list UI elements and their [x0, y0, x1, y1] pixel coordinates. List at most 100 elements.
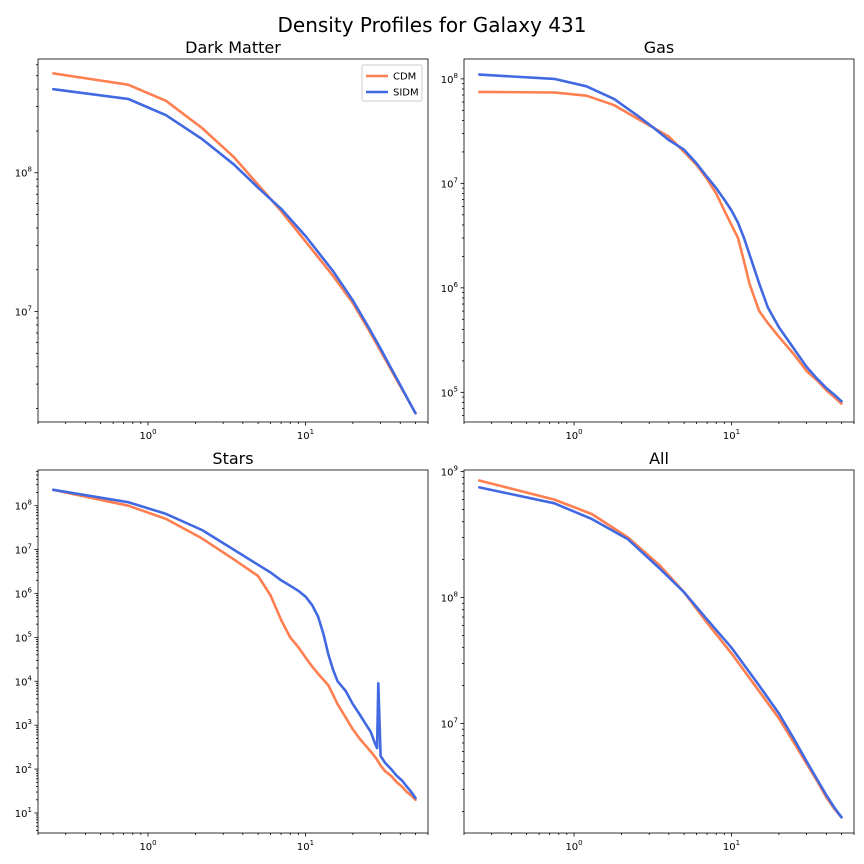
tick-exponent: 4: [28, 674, 33, 682]
y-tick-label: 107: [441, 176, 458, 190]
tick-base: 10: [441, 468, 454, 479]
axes-frame: [37, 469, 429, 834]
series-group-dark-matter: [51, 72, 417, 415]
tick-base: 10: [15, 809, 28, 820]
y-tick-label: 101: [15, 806, 32, 820]
tick-exponent: 7: [454, 716, 458, 724]
tick-base: 10: [723, 431, 736, 442]
tick-base: 10: [297, 842, 310, 853]
y-tick-label: 106: [441, 281, 459, 295]
tick-base: 10: [441, 179, 454, 190]
series-line-sidm: [51, 488, 417, 800]
tick-exponent: 1: [736, 428, 740, 436]
y-tick-label: 108: [15, 166, 32, 180]
tick-base: 10: [15, 308, 28, 319]
tick-base: 10: [15, 169, 28, 180]
x-tick-label: 100: [139, 839, 156, 853]
axes-frame: [463, 58, 855, 423]
tick-base: 10: [15, 765, 28, 776]
tick-base: 10: [565, 842, 578, 853]
x-tick-label: 101: [297, 428, 314, 442]
tick-exponent: 6: [28, 586, 33, 594]
tick-exponent: 7: [454, 176, 458, 184]
tick-exponent: 6: [454, 281, 459, 289]
tick-exponent: 7: [28, 543, 32, 551]
tick-base: 10: [15, 502, 28, 513]
tick-exponent: 8: [454, 72, 458, 80]
y-tick-label: 108: [15, 499, 32, 513]
y-tick-label: 107: [441, 716, 458, 730]
axes-frame: [37, 58, 429, 423]
tick-exponent: 0: [152, 428, 156, 436]
y-tick-label: 105: [441, 385, 458, 399]
tick-base: 10: [139, 431, 152, 442]
tick-base: 10: [441, 75, 454, 86]
tick-exponent: 1: [736, 839, 740, 847]
tick-exponent: 9: [454, 465, 458, 473]
tick-exponent: 0: [152, 839, 156, 847]
subplot-title-all: All: [649, 449, 669, 468]
tick-exponent: 8: [28, 499, 32, 507]
tick-base: 10: [15, 546, 28, 557]
figure-title: Density Profiles for Galaxy 431: [278, 13, 587, 37]
tick-exponent: 8: [28, 166, 32, 174]
axes-frame: [463, 469, 855, 834]
tick-exponent: 3: [28, 718, 32, 726]
tick-base: 10: [15, 721, 28, 732]
series-line-cdm: [51, 488, 417, 802]
x-tick-label: 100: [565, 428, 582, 442]
y-tick-label: 104: [15, 674, 33, 688]
series-group-stars: [51, 488, 417, 802]
y-tick-label: 108: [441, 72, 458, 86]
tick-exponent: 5: [454, 385, 458, 393]
legend: CDM SIDM: [361, 64, 423, 102]
tick-exponent: 0: [578, 839, 582, 847]
series-line-cdm: [477, 90, 843, 405]
x-tick-label: 100: [139, 428, 156, 442]
x-tick-label: 101: [723, 428, 740, 442]
legend-label-sidm: SIDM: [393, 88, 419, 99]
tick-base: 10: [297, 431, 310, 442]
tick-exponent: 1: [310, 428, 314, 436]
x-tick-label: 101: [297, 839, 314, 853]
y-tick-label: 106: [15, 586, 33, 600]
x-tick-label: 100: [565, 839, 582, 853]
series-line-sidm: [51, 87, 417, 415]
y-tick-label: 103: [15, 718, 32, 732]
tick-exponent: 2: [28, 762, 32, 770]
y-tick-label: 102: [15, 762, 32, 776]
tick-base: 10: [15, 633, 28, 644]
series-group-gas: [477, 73, 843, 405]
tick-base: 10: [441, 388, 454, 399]
y-tick-label: 109: [441, 465, 458, 479]
subplot-title-stars: Stars: [212, 449, 253, 468]
y-tick-label: 105: [15, 630, 32, 644]
tick-base: 10: [15, 677, 28, 688]
tick-base: 10: [723, 842, 736, 853]
y-tick-label: 107: [15, 543, 32, 557]
series-line-sidm: [477, 486, 843, 819]
tick-exponent: 0: [578, 428, 582, 436]
tick-exponent: 8: [454, 591, 458, 599]
legend-label-cdm: CDM: [393, 72, 416, 83]
tick-base: 10: [441, 719, 454, 730]
series-line-sidm: [477, 73, 843, 403]
tick-exponent: 5: [28, 630, 32, 638]
tick-base: 10: [441, 284, 454, 295]
y-tick-label: 107: [15, 305, 32, 319]
tick-exponent: 7: [28, 305, 32, 313]
tick-base: 10: [139, 842, 152, 853]
tick-base: 10: [565, 431, 578, 442]
tick-exponent: 1: [28, 806, 32, 814]
x-tick-label: 101: [723, 839, 740, 853]
tick-base: 10: [15, 589, 28, 600]
tick-exponent: 1: [310, 839, 314, 847]
subplot-title-dark-matter: Dark Matter: [185, 38, 281, 57]
